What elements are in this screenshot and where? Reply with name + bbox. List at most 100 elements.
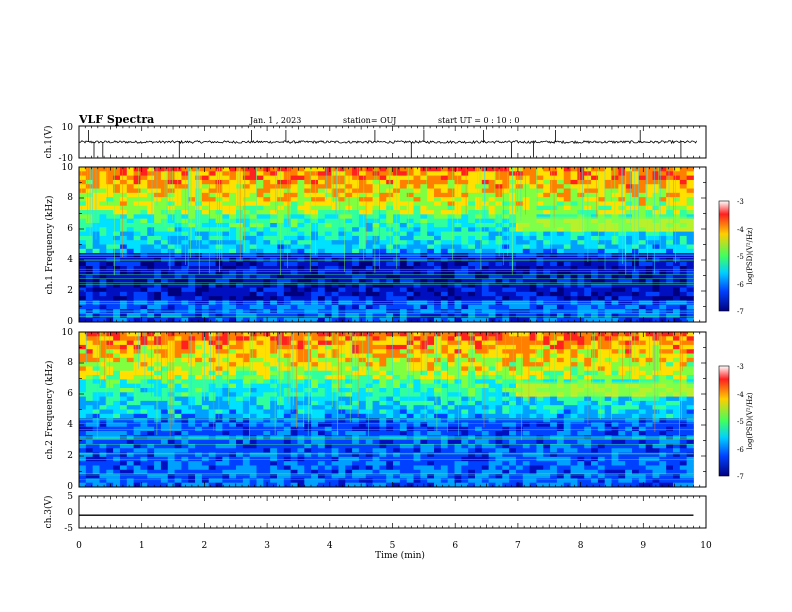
- spectrogram-cell: [283, 332, 292, 337]
- spectrogram-cell: [297, 210, 305, 215]
- spectrogram-cell: [577, 244, 585, 250]
- spectrogram-cell: [160, 313, 169, 319]
- spectrogram-cell: [290, 167, 298, 172]
- spectrogram-cell: [140, 240, 148, 245]
- spectrogram-cell: [188, 375, 196, 380]
- spectrogram-cell: [106, 266, 114, 271]
- spectrogram-cell: [147, 387, 155, 393]
- spectrogram-cell: [420, 192, 428, 198]
- spectrogram-cell: [666, 362, 674, 367]
- spectrogram-cell: [434, 192, 442, 198]
- spectrogram-cell: [427, 405, 435, 410]
- spectrogram-cell: [468, 240, 476, 245]
- spectrogram-cell: [625, 370, 633, 376]
- spectrogram-cell: [167, 248, 175, 254]
- spectrogram-cell: [242, 396, 251, 402]
- spectrogram-cell: [522, 317, 531, 323]
- spectrogram-cell: [140, 362, 148, 367]
- spectrogram-cell: [563, 304, 571, 310]
- spectrogram-cell: [386, 405, 394, 410]
- spectrogram-cell: [154, 201, 162, 207]
- spectrogram-cell: [242, 240, 251, 245]
- spectrogram-cell: [474, 248, 483, 254]
- spectrogram-cell: [365, 383, 373, 389]
- spectrogram-cell: [440, 332, 449, 337]
- spectrogram-cell: [604, 296, 612, 301]
- spectrogram-cell: [167, 392, 175, 397]
- spectrogram-cell: [672, 188, 681, 194]
- spectrogram-cell: [672, 240, 681, 245]
- spectrogram-cell: [345, 353, 353, 359]
- spectrogram-cell: [256, 240, 264, 245]
- spectrogram-cell: [427, 400, 435, 406]
- spectrogram-cell: [167, 188, 175, 194]
- spectrogram-cell: [147, 392, 155, 397]
- spectrogram-cell: [652, 171, 660, 177]
- spectrogram-cell: [229, 349, 237, 354]
- spectrogram-cell: [659, 287, 667, 293]
- spectrogram-cell: [556, 274, 565, 280]
- spectrogram-cell: [625, 179, 633, 185]
- spectrogram-cell: [406, 184, 414, 189]
- spectrogram-cell: [420, 300, 428, 306]
- spectrogram-cell: [79, 184, 87, 189]
- spectrogram-cell: [577, 287, 585, 293]
- spectrogram-cell: [686, 340, 694, 346]
- spectrogram-cell: [386, 379, 394, 385]
- spectrogram-cell: [399, 270, 408, 276]
- spectrogram-cell: [447, 274, 455, 280]
- spectrogram-cell: [563, 283, 571, 288]
- spectrogram-cell: [147, 261, 155, 267]
- spectrogram-cell: [126, 332, 135, 337]
- spectrogram-cell: [358, 274, 367, 280]
- spectrogram-cell: [263, 405, 271, 410]
- spectrogram-cell: [201, 387, 210, 393]
- spectrogram-cell: [474, 179, 483, 185]
- spectrogram-cell: [92, 240, 100, 245]
- spectrogram-cell: [229, 304, 237, 310]
- spectrogram-cell: [625, 396, 633, 402]
- spectrogram-cell: [222, 210, 230, 215]
- spectrogram-cell: [604, 291, 612, 297]
- spectrogram-cell: [154, 274, 162, 280]
- spectrogram-cell: [577, 300, 585, 306]
- spectrogram-cell: [440, 261, 449, 267]
- spectrogram-cell: [256, 353, 264, 359]
- spectrogram-cell: [263, 270, 271, 276]
- spectrogram-cell: [201, 383, 210, 389]
- spectrogram-cell: [92, 313, 100, 319]
- spectrogram-cell: [188, 383, 196, 389]
- spectrogram-cell: [317, 184, 326, 189]
- spectrogram-cell: [454, 248, 462, 254]
- spectrogram-cell: [79, 353, 87, 359]
- spectrogram-cell: [563, 270, 571, 276]
- spectrogram-cell: [386, 344, 394, 350]
- spectrogram-cell: [420, 197, 428, 202]
- spectrogram-cell: [174, 304, 182, 310]
- spectrogram-cell: [632, 357, 640, 363]
- spectrogram-cell: [413, 362, 421, 367]
- spectrogram-cell: [666, 296, 674, 301]
- spectrogram-cell: [365, 167, 373, 172]
- spectrogram-cell: [222, 218, 230, 224]
- spectrogram-cell: [222, 175, 230, 181]
- spectrogram-cell: [406, 205, 414, 211]
- spectrogram-cell: [256, 300, 264, 306]
- spectrogram-cell: [263, 184, 271, 189]
- spectrogram-cell: [119, 205, 128, 211]
- spectrogram-cell: [638, 184, 647, 189]
- spectrogram-cell: [345, 349, 353, 354]
- spectrogram-cell: [413, 222, 421, 228]
- spectrogram-cell: [338, 283, 346, 288]
- spectrogram-cell: [468, 266, 476, 271]
- spectrogram-cell: [188, 227, 196, 232]
- spectrogram-cell: [632, 240, 640, 245]
- spectrogram-cell: [666, 396, 674, 402]
- spectrogram-cell: [263, 392, 271, 397]
- spectrogram-cell: [413, 283, 421, 288]
- spectrogram-cell: [126, 400, 135, 406]
- spectrogram-cell: [126, 379, 135, 385]
- spectrogram-cell: [666, 266, 674, 271]
- spectrogram-cell: [338, 291, 346, 297]
- spectrogram-cell: [618, 313, 626, 319]
